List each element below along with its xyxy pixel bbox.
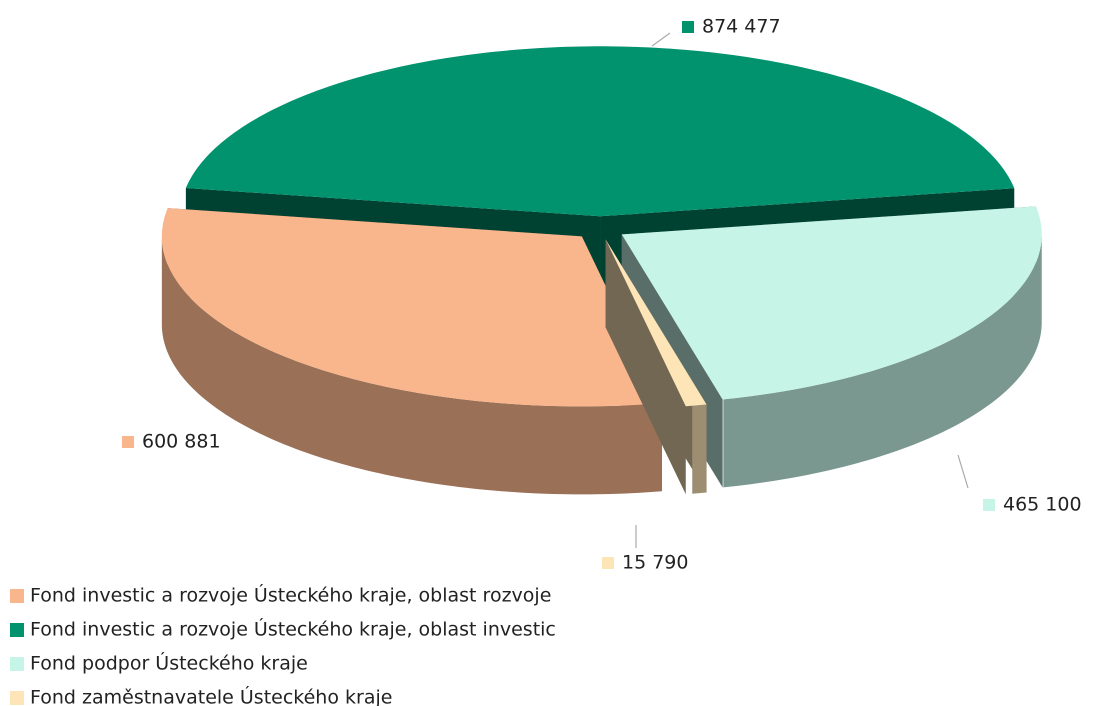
label-key <box>983 499 995 511</box>
slice-side <box>605 239 686 495</box>
data-label: 600 881 <box>142 431 221 453</box>
label-key <box>122 436 134 448</box>
leader-line <box>651 32 671 47</box>
slice <box>621 206 1042 488</box>
legend-label: Fond investic a rozvoje Ústeckého kraje,… <box>30 583 551 607</box>
slice-top <box>185 46 1015 217</box>
slice-top <box>621 206 1042 400</box>
label-key <box>682 21 694 33</box>
slice-top <box>161 208 662 407</box>
slice-wall <box>161 236 662 495</box>
label-key <box>602 557 614 569</box>
slice-top <box>605 239 707 407</box>
slice-wall <box>723 234 1042 488</box>
legend-label: Fond investic a rozvoje Ústeckého kraje,… <box>30 617 556 641</box>
data-label: 874 477 <box>702 16 781 38</box>
legend-key <box>10 657 24 671</box>
data-label: 465 100 <box>1003 494 1082 516</box>
data-label: 15 790 <box>622 552 688 574</box>
legend-label: Fond zaměstnavatele Ústeckého kraje <box>30 685 392 706</box>
leader-line <box>957 454 969 489</box>
slice <box>161 208 662 495</box>
legend-key <box>10 691 24 705</box>
legend-label: Fond podpor Ústeckého kraje <box>30 651 308 675</box>
legend-key <box>10 589 24 603</box>
legend-key <box>10 623 24 637</box>
slice-wall <box>692 404 707 494</box>
slice <box>605 239 707 495</box>
